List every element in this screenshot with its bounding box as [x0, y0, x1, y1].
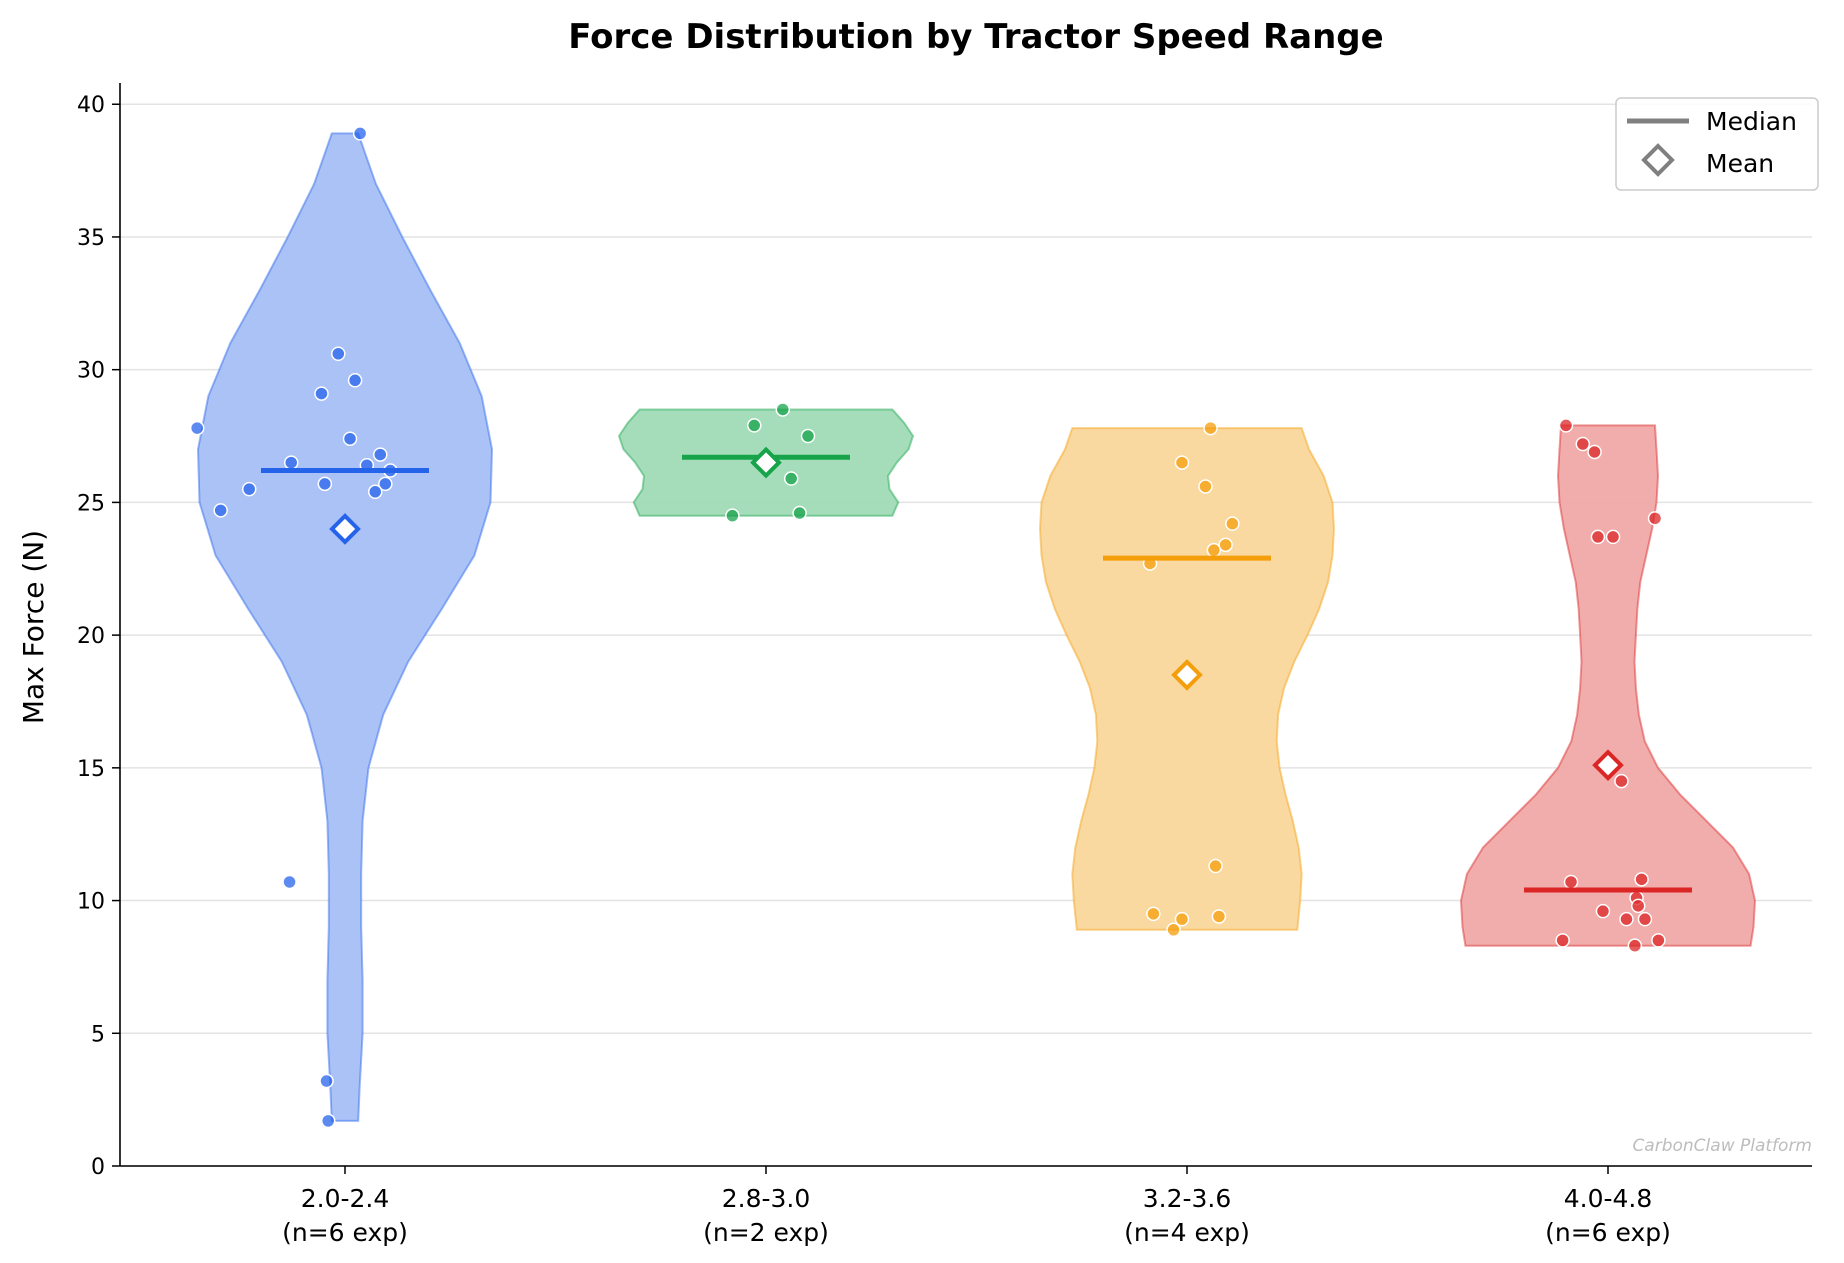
x-tick-label: 2.8-3.0 [722, 1184, 811, 1213]
violin-layer [189, 126, 1757, 1129]
x-tick-label: 3.2-3.6 [1143, 1184, 1232, 1213]
violin-body [1459, 424, 1757, 947]
data-point [1614, 773, 1629, 789]
x-tick-sublabel: (n=6 exp) [282, 1218, 408, 1247]
violin-group-2.0-2.4 [189, 126, 494, 1129]
data-point [1174, 911, 1190, 927]
data-point [783, 471, 799, 486]
data-point [1575, 436, 1591, 452]
data-point [1630, 898, 1646, 914]
data-point [1211, 909, 1227, 924]
mean-marker [329, 513, 361, 545]
x-tick-label: 2.0-2.4 [301, 1184, 390, 1213]
data-point [725, 508, 740, 523]
data-point [189, 420, 205, 436]
data-point [1637, 911, 1653, 927]
data-point [1619, 911, 1634, 927]
violin-group-2.8-3.0 [617, 402, 915, 523]
data-point [1558, 418, 1574, 433]
data-point [373, 447, 388, 462]
data-point [792, 505, 807, 521]
legend-mean-label: Mean [1706, 149, 1774, 178]
data-point [800, 428, 816, 444]
data-point [1651, 933, 1666, 948]
data-point [331, 346, 346, 361]
data-point [1647, 511, 1663, 526]
x-tick-sublabel: (n=4 exp) [1124, 1218, 1250, 1247]
y-tick-label: 40 [77, 93, 105, 118]
chart-title: Force Distribution by Tractor Speed Rang… [568, 17, 1383, 57]
data-point [283, 455, 299, 470]
data-point [1206, 542, 1222, 558]
data-point [1563, 874, 1579, 890]
data-point [775, 402, 791, 417]
data-point [241, 481, 257, 497]
data-point [1208, 858, 1223, 874]
data-point [1595, 903, 1611, 919]
data-point [282, 874, 297, 890]
violin-group-4.0-4.8 [1459, 418, 1757, 953]
data-point [1605, 529, 1621, 545]
mean-marker [1592, 749, 1624, 782]
legend-mean-swatch [1641, 143, 1675, 177]
y-tick-label: 35 [77, 226, 105, 251]
data-point [1634, 872, 1649, 887]
data-point [319, 1073, 334, 1089]
data-point [746, 418, 762, 433]
legend: Median Mean [1615, 97, 1819, 191]
data-point [367, 484, 383, 500]
data-point [213, 503, 228, 518]
data-point [1587, 444, 1602, 460]
data-point [378, 476, 393, 492]
y-tick-label: 15 [77, 757, 105, 782]
x-tick-label: 4.0-4.8 [1564, 1184, 1653, 1213]
watermark: CarbonClaw Platform [1632, 1136, 1812, 1156]
mean-marker [1171, 659, 1203, 691]
data-point [320, 1113, 336, 1129]
y-tick-label: 10 [77, 890, 105, 915]
data-point [1198, 479, 1213, 494]
data-point [347, 373, 363, 388]
y-tick-label: 25 [77, 491, 105, 516]
data-point [1166, 922, 1181, 938]
mean-marker [750, 446, 782, 479]
y-axis-label: Max Force (N) [17, 530, 50, 724]
data-point [1174, 455, 1190, 470]
data-point [1627, 938, 1643, 953]
violin-body [196, 132, 494, 1122]
data-point [1218, 537, 1233, 553]
data-point [1555, 933, 1570, 948]
data-point [342, 431, 358, 446]
y-tick-label: 20 [77, 624, 105, 649]
data-point [1146, 906, 1161, 922]
x-tick-sublabel: (n=6 exp) [1545, 1218, 1671, 1247]
data-point [1590, 529, 1606, 545]
y-tick-label: 5 [91, 1022, 105, 1047]
x-tick-sublabel: (n=2 exp) [703, 1218, 829, 1247]
axes: 0 5 10 15 20 25 30 35 40 2.0-2.4 (n=6 exp) 2.8-3.0 (… [77, 83, 1812, 1247]
data-point [1203, 420, 1218, 436]
legend-median-label: Median [1706, 107, 1797, 136]
data-point [1225, 516, 1240, 531]
data-point [317, 476, 333, 492]
violin-group-3.2-3.6 [1038, 420, 1336, 938]
data-point [314, 386, 329, 401]
y-tick-label: 0 [91, 1155, 105, 1180]
y-tick-label: 30 [77, 359, 105, 384]
data-point [352, 126, 368, 141]
